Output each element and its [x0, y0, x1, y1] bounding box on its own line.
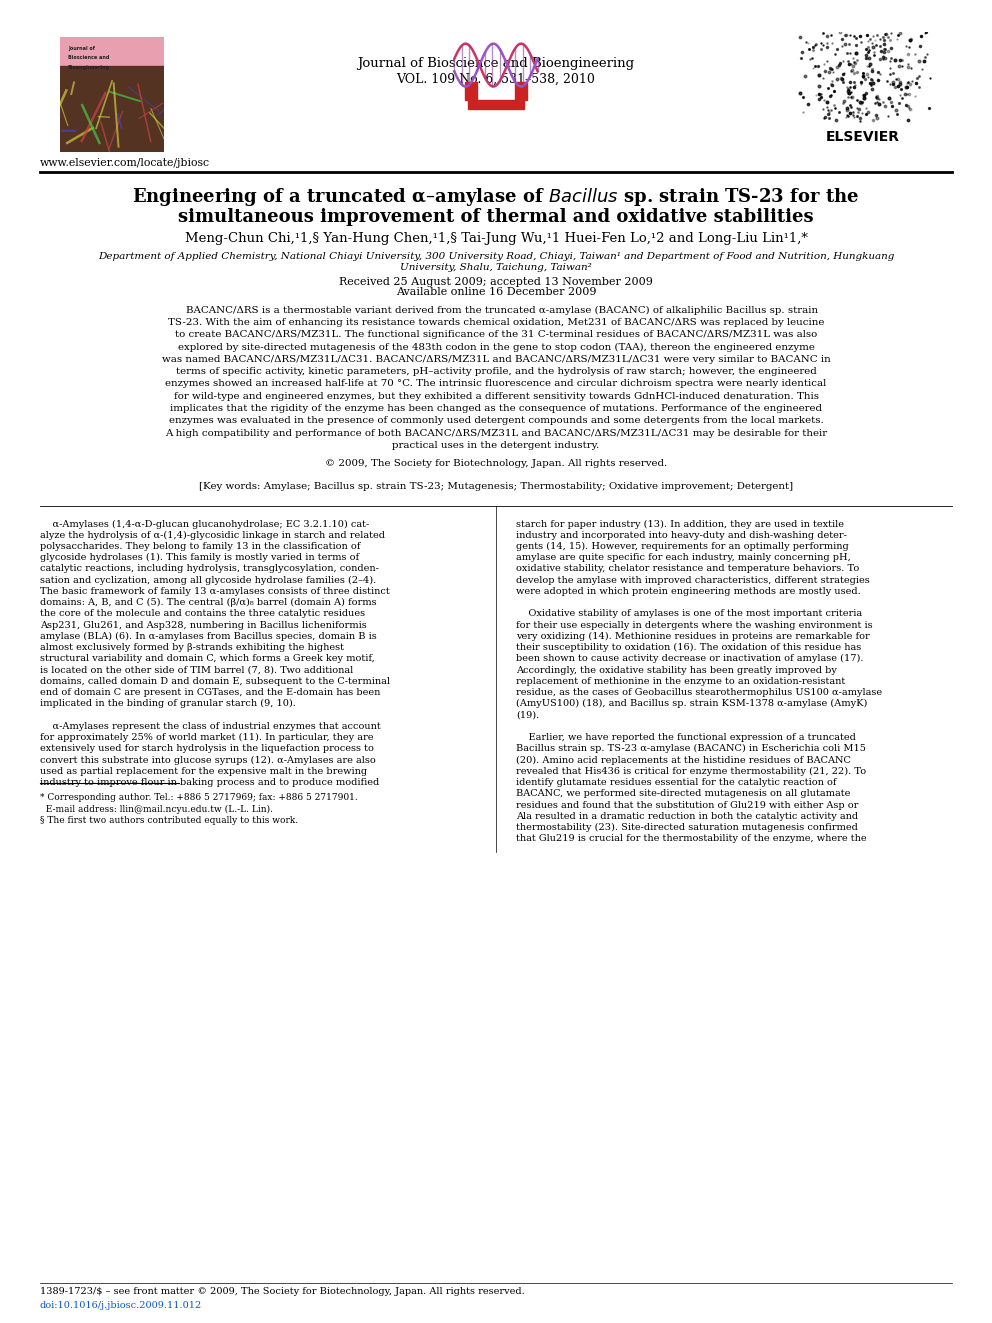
Text: implicates that the rigidity of the enzyme has been changed as the consequence o: implicates that the rigidity of the enzy… — [170, 404, 822, 413]
Text: § The first two authors contributed equally to this work.: § The first two authors contributed equa… — [40, 816, 298, 824]
Text: A high compatibility and performance of both BACANC/ΔRS/MZ31L and BACANC/ΔRS/MZ3: A high compatibility and performance of … — [165, 429, 827, 438]
Text: (AmyUS100) (18), and Bacillus sp. strain KSM-1378 α-amylase (AmyK): (AmyUS100) (18), and Bacillus sp. strain… — [516, 700, 867, 708]
Text: end of domain C are present in CGTases, and the E-domain has been: end of domain C are present in CGTases, … — [40, 688, 380, 697]
Text: Department of Applied Chemistry, National Chiayi University, 300 University Road: Department of Applied Chemistry, Nationa… — [98, 253, 894, 261]
Text: polysaccharides. They belong to family 13 in the classification of: polysaccharides. They belong to family 1… — [40, 542, 360, 550]
Text: industry to improve flour in baking process and to produce modified: industry to improve flour in baking proc… — [40, 778, 379, 787]
Text: Received 25 August 2009; accepted 13 November 2009: Received 25 August 2009; accepted 13 Nov… — [339, 277, 653, 287]
Text: [Key words: Amylase; Bacillus sp. strain TS-23; Mutagenesis; Thermostability; Ox: [Key words: Amylase; Bacillus sp. strain… — [199, 483, 793, 491]
Text: University, Shalu, Taichung, Taiwan²: University, Shalu, Taichung, Taiwan² — [400, 263, 592, 271]
Text: α-Amylases (1,4-α-D-glucan glucanohydrolase; EC 3.2.1.10) cat-: α-Amylases (1,4-α-D-glucan glucanohydrol… — [40, 520, 369, 528]
Text: gents (14, 15). However, requirements for an optimally performing: gents (14, 15). However, requirements fo… — [516, 542, 848, 550]
Text: explored by site-directed mutagenesis of the 483th codon in the gene to stop cod: explored by site-directed mutagenesis of… — [178, 343, 814, 352]
Bar — [516, 82, 527, 99]
Text: is located on the other side of TIM barrel (7, 8). Two additional: is located on the other side of TIM barr… — [40, 665, 353, 675]
Text: domains, called domain D and domain E, subsequent to the C-terminal: domains, called domain D and domain E, s… — [40, 677, 390, 685]
Bar — [468, 99, 524, 108]
Text: (19).: (19). — [516, 710, 539, 720]
Text: implicated in the binding of granular starch (9, 10).: implicated in the binding of granular st… — [40, 700, 296, 708]
Text: Earlier, we have reported the functional expression of a truncated: Earlier, we have reported the functional… — [516, 733, 856, 742]
Text: identify glutamate residues essential for the catalytic reaction of: identify glutamate residues essential fo… — [516, 778, 836, 787]
Text: replacement of methionine in the enzyme to an oxidation-resistant: replacement of methionine in the enzyme … — [516, 677, 845, 685]
Text: Available online 16 December 2009: Available online 16 December 2009 — [396, 287, 596, 298]
Text: The basic framework of family 13 α-amylases consists of three distinct: The basic framework of family 13 α-amyla… — [40, 587, 390, 595]
Bar — [465, 82, 476, 99]
Text: amylase are quite specific for each industry, mainly concerning pH,: amylase are quite specific for each indu… — [516, 553, 850, 562]
Text: alyze the hydrolysis of α-(1,4)-glycosidic linkage in starch and related: alyze the hydrolysis of α-(1,4)-glycosid… — [40, 531, 385, 540]
Text: doi:10.1016/j.jbiosc.2009.11.012: doi:10.1016/j.jbiosc.2009.11.012 — [40, 1301, 202, 1310]
Text: VOL. 109 No. 6, 531–538, 2010: VOL. 109 No. 6, 531–538, 2010 — [397, 73, 595, 86]
Text: Ala resulted in a dramatic reduction in both the catalytic activity and: Ala resulted in a dramatic reduction in … — [516, 812, 858, 820]
Text: BACANC/ΔRS is a thermostable variant derived from the truncated α-amylase (BACAN: BACANC/ΔRS is a thermostable variant der… — [174, 306, 818, 315]
Text: Journal of: Journal of — [67, 46, 94, 52]
Bar — [60, 37, 164, 66]
Text: sation and cyclization, among all glycoside hydrolase families (2–4).: sation and cyclization, among all glycos… — [40, 576, 376, 585]
Text: enzymes was evaluated in the presence of commonly used detergent compounds and s: enzymes was evaluated in the presence of… — [169, 417, 823, 426]
Text: residues and found that the substitution of Glu219 with either Asp or: residues and found that the substitution… — [516, 800, 858, 810]
Text: convert this substrate into glucose syrups (12). α-Amylases are also: convert this substrate into glucose syru… — [40, 755, 375, 765]
Text: simultaneous improvement of thermal and oxidative stabilities: simultaneous improvement of thermal and … — [179, 208, 813, 226]
Text: that Glu219 is crucial for the thermostability of the enzyme, where the: that Glu219 is crucial for the thermosta… — [516, 835, 866, 843]
Text: terms of specific activity, kinetic parameters, pH–activity profile, and the hyd: terms of specific activity, kinetic para… — [176, 366, 816, 376]
Text: * Corresponding author. Tel.: +886 5 2717969; fax: +886 5 2717901.: * Corresponding author. Tel.: +886 5 271… — [40, 794, 357, 802]
Text: 1389-1723/$ – see front matter © 2009, The Society for Biotechnology, Japan. All: 1389-1723/$ – see front matter © 2009, T… — [40, 1287, 525, 1297]
Text: their susceptibility to oxidation (16). The oxidation of this residue has: their susceptibility to oxidation (16). … — [516, 643, 861, 652]
Text: revealed that His436 is critical for enzyme thermostability (21, 22). To: revealed that His436 is critical for enz… — [516, 767, 866, 775]
Text: α-Amylases represent the class of industrial enzymes that account: α-Amylases represent the class of indust… — [40, 722, 380, 730]
Text: (20). Amino acid replacements at the histidine residues of BACANC: (20). Amino acid replacements at the his… — [516, 755, 851, 765]
Text: amylase (BLA) (6). In α-amylases from Bacillus species, domain B is: amylase (BLA) (6). In α-amylases from Ba… — [40, 632, 376, 640]
Text: develop the amylase with improved characteristics, different strategies: develop the amylase with improved charac… — [516, 576, 870, 585]
Text: structural variability and domain C, which forms a Greek key motif,: structural variability and domain C, whi… — [40, 655, 374, 663]
Text: were adopted in which protein engineering methods are mostly used.: were adopted in which protein engineerin… — [516, 587, 861, 595]
Text: enzymes showed an increased half-life at 70 °C. The intrinsic fluorescence and c: enzymes showed an increased half-life at… — [166, 380, 826, 389]
Text: ELSEVIER: ELSEVIER — [826, 130, 900, 143]
Text: Bioengineering: Bioengineering — [67, 65, 110, 70]
Text: Oxidative stability of amylases is one of the most important criteria: Oxidative stability of amylases is one o… — [516, 610, 862, 618]
Text: www.elsevier.com/locate/jbiosc: www.elsevier.com/locate/jbiosc — [40, 157, 209, 168]
Text: used as partial replacement for the expensive malt in the brewing: used as partial replacement for the expe… — [40, 767, 367, 775]
Text: practical uses in the detergent industry.: practical uses in the detergent industry… — [393, 441, 599, 450]
Text: starch for paper industry (13). In addition, they are used in textile: starch for paper industry (13). In addit… — [516, 520, 844, 528]
Text: been shown to cause activity decrease or inactivation of amylase (17).: been shown to cause activity decrease or… — [516, 655, 863, 663]
Text: glycoside hydrolases (1). This family is mostly varied in terms of: glycoside hydrolases (1). This family is… — [40, 553, 359, 562]
Text: oxidative stability, chelator resistance and temperature behaviors. To: oxidative stability, chelator resistance… — [516, 565, 859, 573]
Text: industry and incorporated into heavy-duty and dish-washing deter-: industry and incorporated into heavy-dut… — [516, 531, 847, 540]
Text: residue, as the cases of Geobacillus stearothermophilus US100 α-amylase: residue, as the cases of Geobacillus ste… — [516, 688, 882, 697]
Text: was named BACANC/ΔRS/MZ31L/ΔC31. BACANC/ΔRS/MZ31L and BACANC/ΔRS/MZ31L/ΔC31 were: was named BACANC/ΔRS/MZ31L/ΔC31. BACANC/… — [162, 355, 830, 364]
Text: Engineering of a truncated α–amylase of $\mathit{Bacillus}$ sp. strain TS-23 for: Engineering of a truncated α–amylase of … — [133, 187, 859, 208]
Text: Accordingly, the oxidative stability has been greatly improved by: Accordingly, the oxidative stability has… — [516, 665, 836, 675]
Text: BACANC, we performed site-directed mutagenesis on all glutamate: BACANC, we performed site-directed mutag… — [516, 790, 850, 798]
Text: to create BACANC/ΔRS/MZ31L. The functional significance of the 31 C-terminal res: to create BACANC/ΔRS/MZ31L. The function… — [175, 331, 817, 339]
Text: Journal of Bioscience and Bioengineering: Journal of Bioscience and Bioengineering — [357, 57, 635, 70]
Text: © 2009, The Society for Biotechnology, Japan. All rights reserved.: © 2009, The Society for Biotechnology, J… — [324, 459, 668, 467]
Text: for their use especially in detergents where the washing environment is: for their use especially in detergents w… — [516, 620, 873, 630]
Text: for wild-type and engineered enzymes, but they exhibited a different sensitivity: for wild-type and engineered enzymes, bu… — [174, 392, 818, 401]
Text: E-mail address: llin@mail.ncyu.edu.tw (L.-L. Lin).: E-mail address: llin@mail.ncyu.edu.tw (L… — [40, 804, 273, 814]
Text: Meng-Chun Chi,¹1,§ Yan-Hung Chen,¹1,§ Tai-Jung Wu,¹1 Huei-Fen Lo,¹2 and Long-Liu: Meng-Chun Chi,¹1,§ Yan-Hung Chen,¹1,§ Ta… — [185, 232, 807, 245]
Text: the core of the molecule and contains the three catalytic residues: the core of the molecule and contains th… — [40, 610, 365, 618]
Text: for approximately 25% of world market (11). In particular, they are: for approximately 25% of world market (1… — [40, 733, 373, 742]
Text: TS-23. With the aim of enhancing its resistance towards chemical oxidation, Met2: TS-23. With the aim of enhancing its res… — [168, 318, 824, 327]
Text: Asp231, Glu261, and Asp328, numbering in Bacillus licheniformis: Asp231, Glu261, and Asp328, numbering in… — [40, 620, 366, 630]
Text: very oxidizing (14). Methionine residues in proteins are remarkable for: very oxidizing (14). Methionine residues… — [516, 632, 870, 640]
Text: thermostability (23). Site-directed saturation mutagenesis confirmed: thermostability (23). Site-directed satu… — [516, 823, 858, 832]
Text: catalytic reactions, including hydrolysis, transglycosylation, conden-: catalytic reactions, including hydrolysi… — [40, 565, 379, 573]
Text: domains: A, B, and C (5). The central (β/α)₈ barrel (domain A) forms: domains: A, B, and C (5). The central (β… — [40, 598, 376, 607]
Text: Bacillus strain sp. TS-23 α-amylase (BACANC) in Escherichia coli M15: Bacillus strain sp. TS-23 α-amylase (BAC… — [516, 745, 866, 753]
Text: almost exclusively formed by β-strands exhibiting the highest: almost exclusively formed by β-strands e… — [40, 643, 343, 652]
Text: Bioscience and: Bioscience and — [67, 56, 109, 61]
Bar — [60, 66, 164, 152]
Text: extensively used for starch hydrolysis in the liquefaction process to: extensively used for starch hydrolysis i… — [40, 745, 374, 753]
